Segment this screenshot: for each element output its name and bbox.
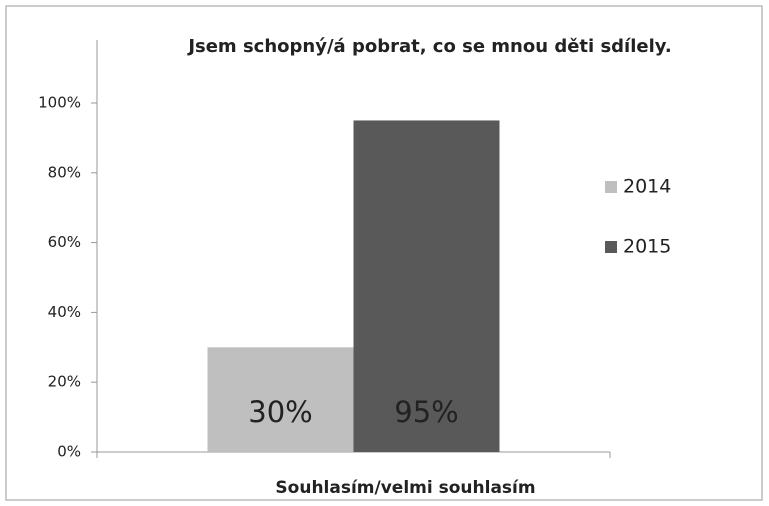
chart-title: Jsem schopný/á pobrat, co se mnou děti s… [186, 36, 671, 57]
y-tick-label: 60% [48, 233, 81, 251]
legend-label: 2015 [623, 236, 671, 258]
bar [353, 120, 500, 452]
x-tick-label: Souhlasím/velmi souhlasím [275, 478, 535, 498]
bar [207, 347, 354, 452]
y-tick-label: 20% [48, 373, 81, 391]
y-tick-label: 100% [38, 94, 81, 112]
y-tick-label: 0% [57, 443, 81, 461]
legend-swatch [605, 241, 617, 253]
y-tick-label: 40% [48, 303, 81, 321]
value-label: 30% [248, 395, 312, 429]
legend-swatch [605, 181, 617, 193]
y-tick-label: 80% [48, 163, 81, 181]
legend-label: 2014 [623, 176, 671, 198]
value-label: 95% [394, 395, 458, 429]
